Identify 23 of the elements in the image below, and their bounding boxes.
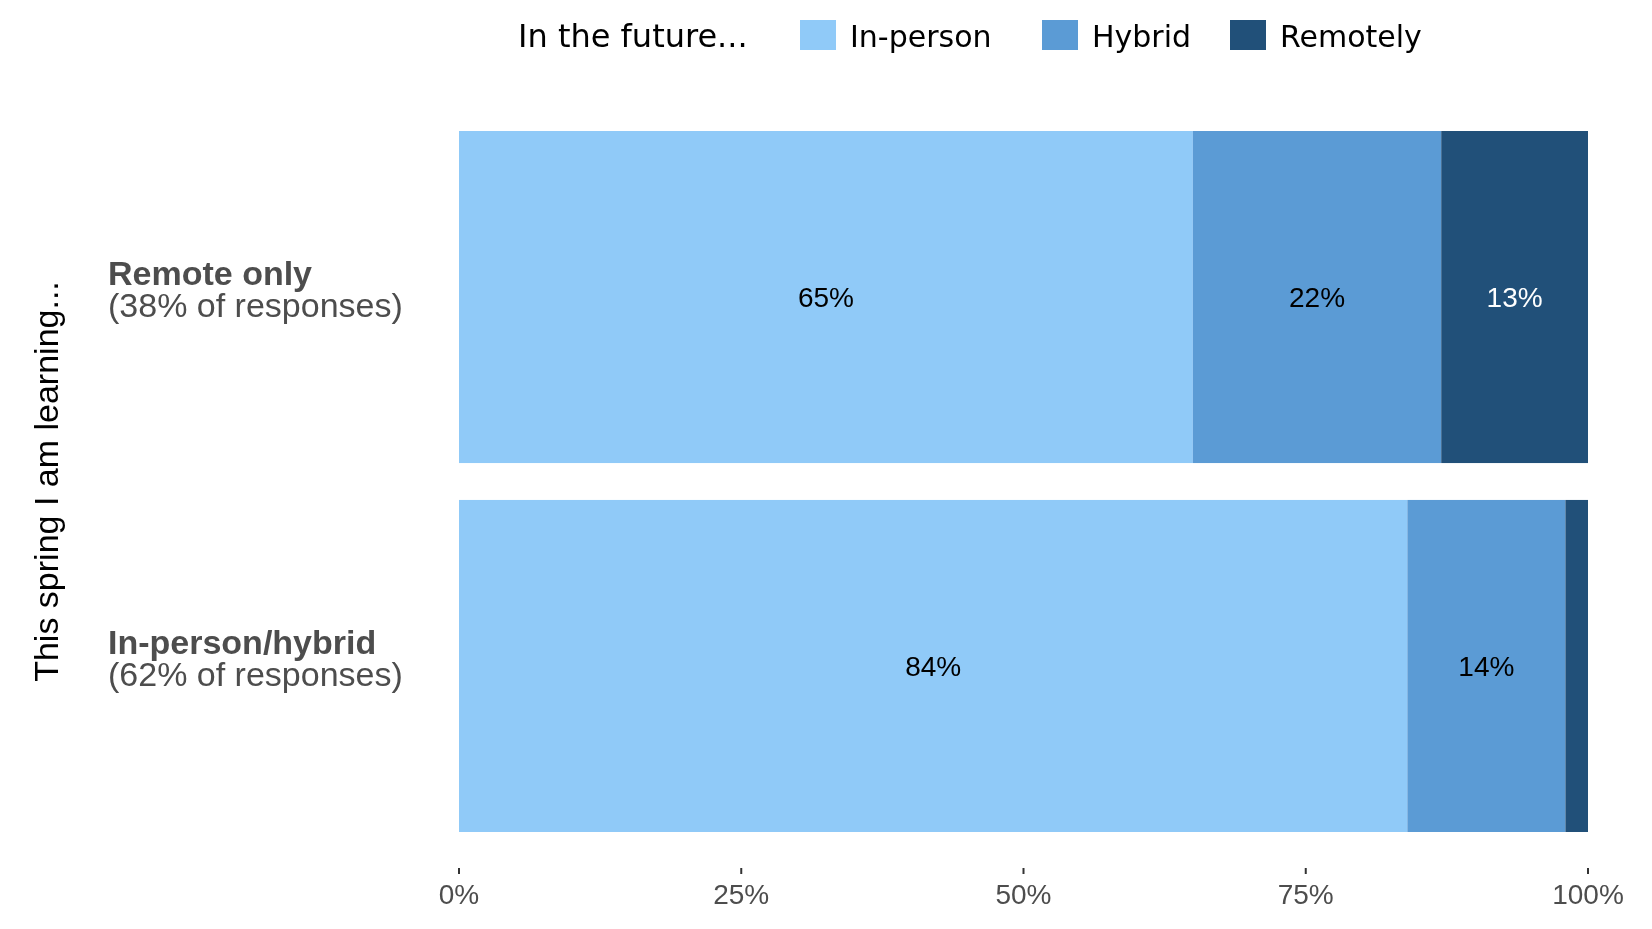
bar — [459, 131, 1193, 464]
y-tick-label: In-person/hybrid (62% of responses) — [108, 622, 403, 693]
legend-label: Remotely — [1280, 18, 1422, 54]
data-label: 22% — [1289, 281, 1346, 313]
legend-title: In the future... — [518, 17, 748, 56]
x-tick-label: 50% — [995, 879, 1052, 910]
bar — [1441, 131, 1588, 464]
bar — [1565, 499, 1588, 832]
bar — [1407, 499, 1566, 832]
data-label: 65% — [797, 281, 854, 313]
x-tick-label: 75% — [1277, 879, 1334, 910]
legend-label: In-person — [850, 18, 992, 54]
legend-label: Hybrid — [1092, 18, 1192, 54]
bar — [1192, 131, 1442, 464]
x-tick-label: 0% — [438, 879, 480, 910]
x-tick-label: 25% — [713, 879, 770, 910]
data-label: 84% — [905, 650, 962, 682]
y-axis-title: This spring I am learning... — [27, 281, 65, 682]
y-tick-label: Remote only (38% of responses) — [108, 254, 403, 325]
bar — [459, 499, 1408, 832]
data-label: 14% — [1458, 650, 1515, 682]
x-tick-label: 100% — [1552, 879, 1624, 910]
data-label: 13% — [1486, 281, 1543, 313]
